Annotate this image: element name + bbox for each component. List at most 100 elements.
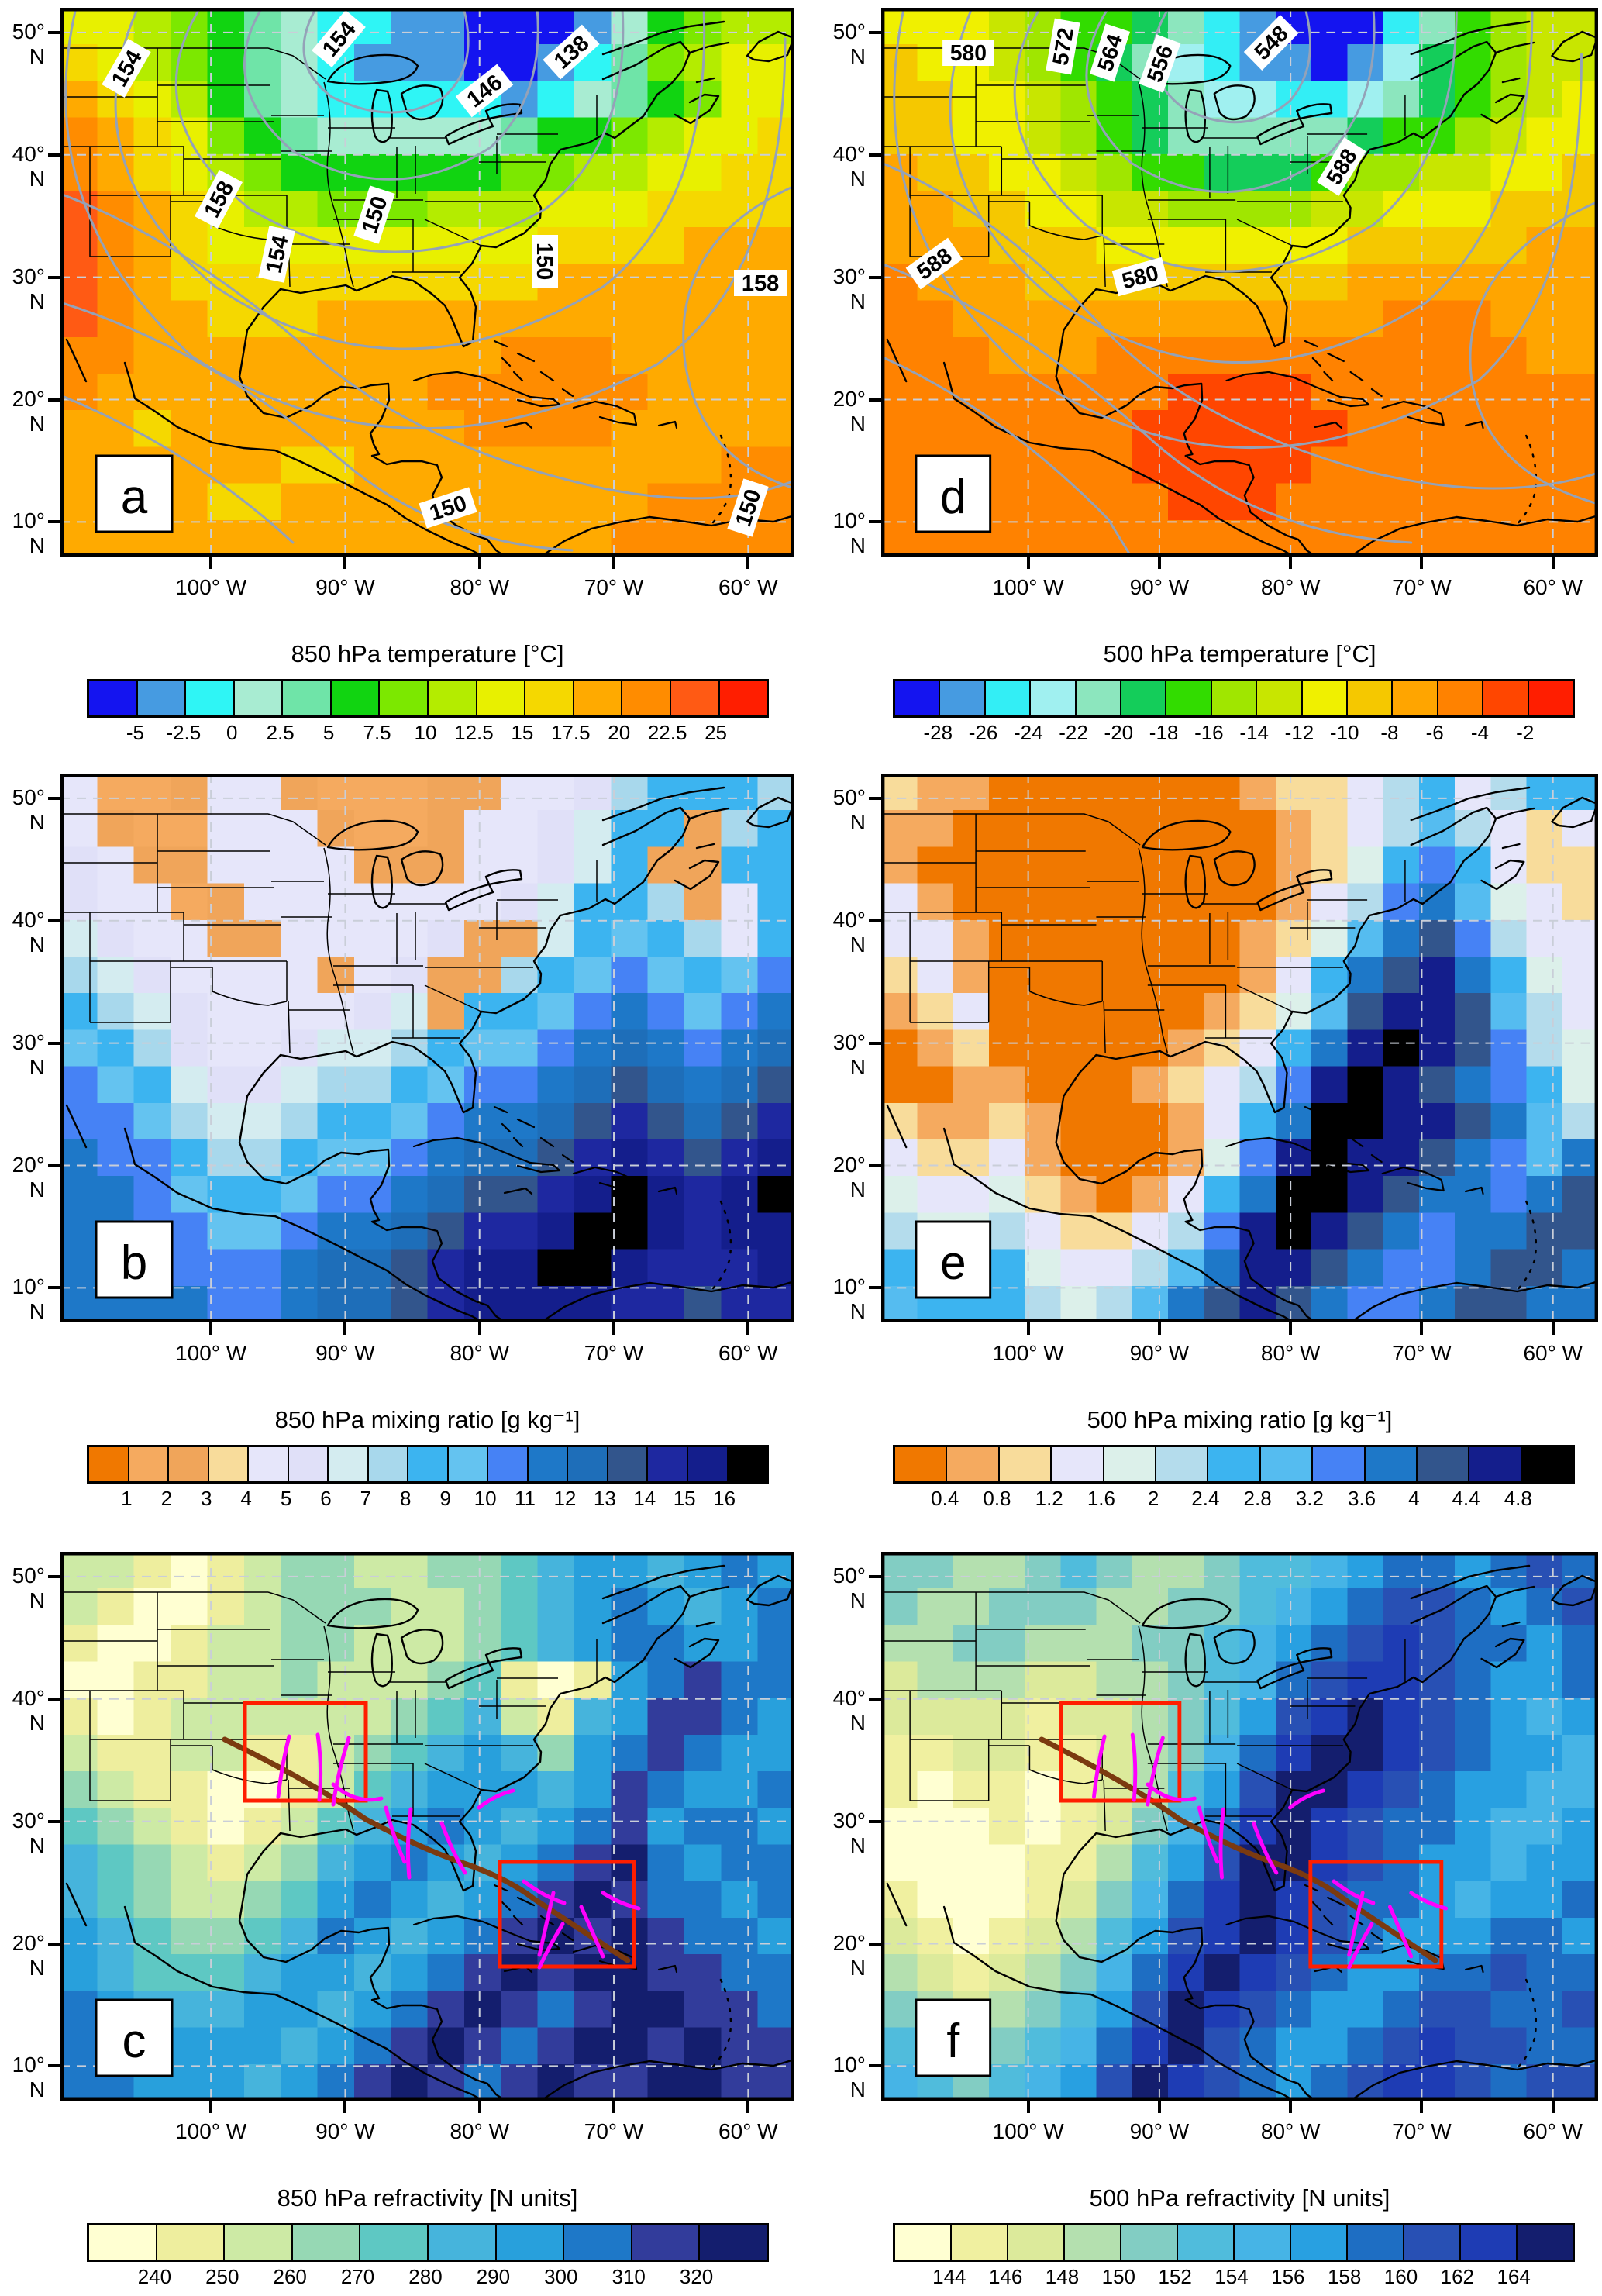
colorbar-cell [1311,1447,1364,1481]
x-tick-mark [1551,2101,1555,2113]
colorbar [87,2223,769,2262]
y-tick-mark [48,2064,60,2068]
panel-letter: b [121,1236,147,1290]
x-tick-label: 80° W [450,2119,510,2143]
colorbar-cell [698,2225,767,2260]
x-axis-labels: 100° W 90° W 80° W 70° W 60° W [60,1333,794,1367]
colorbar-cell [1233,2225,1290,2260]
y-tick-label: 30° N [12,1808,45,1857]
colorbar-tick-label: 154 [1214,2265,1249,2288]
y-tick-label: 40° N [832,907,866,957]
y-tick-mark [869,1041,881,1045]
colorbar-tick-label: 290 [476,2265,511,2288]
x-tick-label: 60° W [1523,575,1583,599]
colorbar-cell [1050,1447,1103,1481]
colorbar-title: 500 hPa refractivity [N units] [1089,2184,1390,2212]
colorbar-tick-label: 4.4 [1452,1487,1480,1510]
colorbar-cell [1063,2225,1120,2260]
x-tick-label: 100° W [175,2119,247,2143]
y-tick-mark [48,153,60,157]
analysis-overlays [222,1701,641,1970]
colorbar-tick-label: 8 [400,1487,412,1510]
colorbar-tick-label: 270 [340,2265,375,2288]
x-tick-mark [612,557,616,569]
colorbar-cell [984,681,1030,715]
y-tick-label: 10° N [12,2053,45,2102]
colorbar-cell [718,681,767,715]
colorbar-cell [895,681,939,715]
colorbar-tick-label: 3.6 [1347,1487,1376,1510]
colorbar-cell [367,1447,408,1481]
colorbar-tick-label: -4 [1470,721,1490,744]
colorbar-tick-label: -16 [1194,721,1224,744]
x-tick-label: 60° W [1523,2119,1583,2143]
colorbar-cell [895,2225,950,2260]
colorbar-title: 850 hPa mixing ratio [g kg⁻¹] [274,1406,581,1433]
y-tick-mark [48,1041,60,1045]
svg-text:150: 150 [532,243,556,280]
colorbar-cell [487,1447,527,1481]
colorbar-cell [1468,1447,1521,1481]
colorbar-cell [1029,681,1075,715]
colorbar-tick-label: 2 [1147,1487,1159,1510]
panel-letter-box [915,454,992,533]
colorbar-tick-label: 156 [1271,2265,1305,2288]
colorbar-cell [1346,2225,1403,2260]
colorbar-tick-labels: 144 146 148 150 152 154 156 158 160 162 164 [893,2265,1570,2293]
colorbar-cell [1259,1447,1312,1481]
y-tick-mark [869,275,881,279]
y-tick-mark [869,153,881,157]
colorbar-cell [1177,2225,1233,2260]
x-tick-mark [612,2101,616,2113]
y-axis-labels: 50° N 40° N 30° N 20° N 10° N [821,774,881,1323]
colorbar-cell [939,681,984,715]
x-tick-label: 70° W [584,2119,644,2143]
x-tick-label: 100° W [992,1341,1064,1365]
colorbar-cell [1120,2225,1177,2260]
panel-letter-box [95,1220,174,1299]
y-tick-label: 10° N [12,508,45,558]
x-tick-mark [343,1322,347,1335]
colorbar-cell [89,681,136,715]
y-tick-label: 10° N [12,1274,45,1324]
colorbar-tick-label: 20 [608,721,631,744]
svg-text:158: 158 [742,271,779,296]
colorbar-tick-label: 6 [320,1487,332,1510]
x-tick-label: 60° W [718,575,778,599]
colorbar-cell [494,2225,563,2260]
x-tick-mark [477,557,481,569]
y-tick-label: 10° N [832,2053,866,2102]
x-tick-label: 70° W [1392,2119,1452,2143]
x-tick-mark [1420,2101,1424,2113]
colorbar-cell [426,2225,495,2260]
y-tick-mark [48,919,60,922]
x-tick-label: 90° W [1129,575,1190,599]
y-tick-mark [869,1286,881,1290]
colorbar [87,1445,769,1484]
colorbar-cell [127,1447,168,1481]
colorbar-tick-label: 240 [137,2265,172,2288]
panel-letter: e [940,1236,966,1289]
colorbar-tick-label: -2 [1516,721,1535,744]
y-axis-labels: 50° N 40° N 30° N 20° N 10° N [0,8,60,557]
colorbar-tick-label: -20 [1104,721,1134,744]
y-tick-label: 30° N [12,1029,45,1079]
colorbar-cell [407,1447,447,1481]
colorbar-tick-label: -12 [1284,721,1314,744]
x-axis-labels: 100° W 90° W 80° W 70° W 60° W [60,2112,794,2146]
x-tick-label: 60° W [1523,1341,1583,1365]
map-850hpa-refractivity: c [60,1552,794,2101]
colorbar-tick-label: 310 [612,2265,646,2288]
colorbar-cell [997,1447,1051,1481]
colorbar-tick-label: 162 [1440,2265,1475,2288]
colorbar-cell [427,681,476,715]
colorbar-cell [223,2225,291,2260]
colorbar-cell [1207,1447,1259,1481]
colorbar-cell [572,681,622,715]
colorbar-tick-label: 10 [414,721,437,744]
y-tick-label: 40° N [832,1685,866,1735]
y-tick-label: 20° N [832,1930,866,1980]
colorbar-title: 500 hPa mixing ratio [g kg⁻¹] [1087,1406,1393,1433]
y-tick-label: 40° N [12,141,45,191]
y-tick-mark [869,1697,881,1701]
